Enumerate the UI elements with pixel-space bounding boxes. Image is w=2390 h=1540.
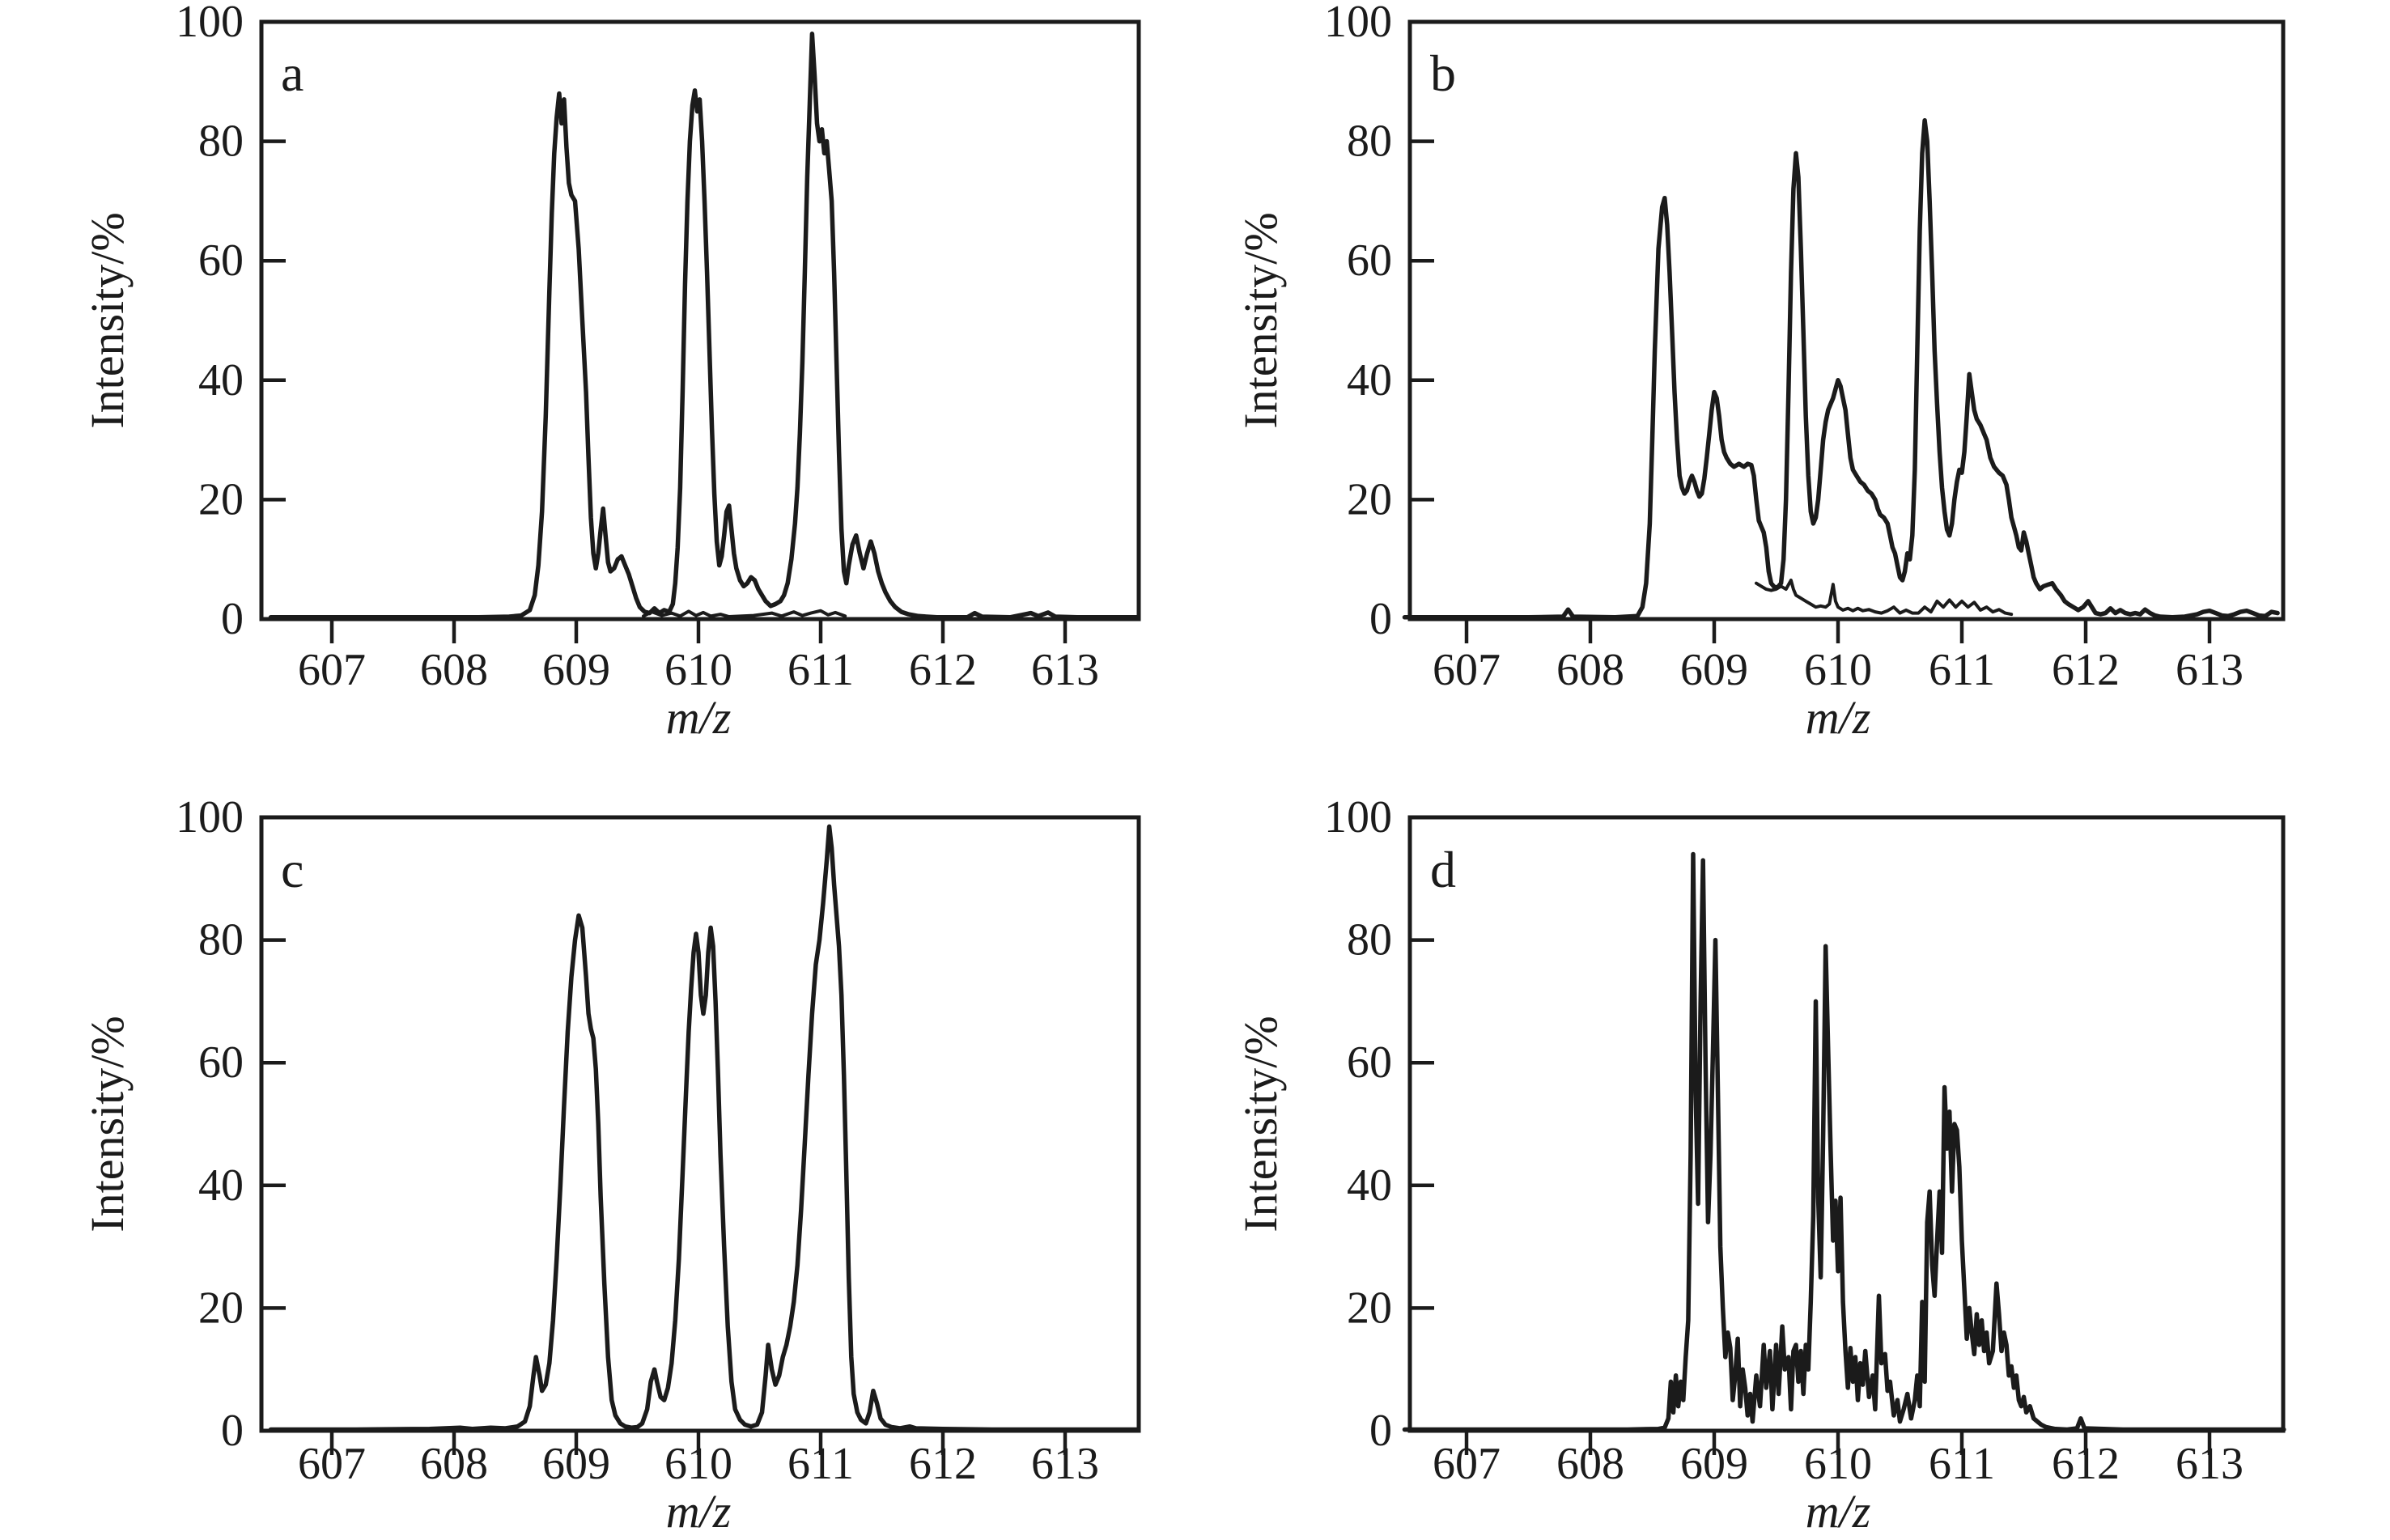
panel-letter-b: b: [1430, 45, 1456, 102]
x-tick-label: 613: [2176, 645, 2244, 695]
y-tick-label: 40: [198, 355, 244, 405]
secondary-trace: [642, 609, 847, 618]
x-tick-label: 607: [1433, 1439, 1501, 1489]
x-tick-label: 612: [2052, 645, 2120, 695]
y-tick-label: 80: [1347, 117, 1392, 167]
x-tick-label: 611: [1929, 1439, 1995, 1489]
x-tick-label: 611: [787, 645, 854, 695]
plot-area-c: 0 20 40 60 80 100 607 608 609 610 611 612 613: [176, 792, 1141, 1489]
spectrum-trace: [268, 32, 1141, 620]
plot-area-a: 0 20 40 60 80 100 607 608 609 610 611 612 613: [176, 0, 1141, 695]
y-tick-label: 80: [198, 915, 244, 965]
y-tick-label: 20: [1347, 474, 1392, 524]
panel-letter-d: d: [1430, 841, 1456, 898]
x-axis-label: m/z: [1806, 1485, 1871, 1538]
y-axis-label: Intensity/%: [81, 1016, 134, 1232]
y-tick-label: 100: [1324, 792, 1392, 842]
x-axis-label: m/z: [666, 691, 732, 744]
x-tick-label: 610: [664, 645, 732, 695]
spectrum-chart-d: 0 20 40 60 80 100 607 608 609 610 611 612 613 Intens…: [1234, 792, 2286, 1538]
y-tick-label: 60: [198, 235, 244, 286]
x-tick-label: 610: [1804, 645, 1872, 695]
spectrum-trace: [1402, 118, 2280, 620]
y-tick-label: 40: [198, 1160, 244, 1211]
y-tick-label: 0: [1369, 1406, 1392, 1456]
y-tick-label: 0: [1369, 594, 1392, 644]
panel-c: 0 20 40 60 80 100 607 608 609 610 611 612 613 Intens…: [0, 770, 1195, 1540]
y-tick-label: 80: [198, 117, 244, 167]
spectrum-chart-b: 0 20 40 60 80 100 607 608 609 610 611 612 613 Intens…: [1234, 0, 2286, 744]
y-tick-label: 20: [1347, 1283, 1392, 1333]
x-tick-label: 612: [909, 1439, 977, 1489]
x-tick-label: 608: [420, 1439, 488, 1489]
x-tick-label: 610: [1804, 1439, 1872, 1489]
y-tick-label: 40: [1347, 355, 1392, 405]
x-tick-label: 608: [1556, 645, 1624, 695]
x-tick-label: 609: [542, 1439, 610, 1489]
x-tick-label: 611: [1929, 645, 1995, 695]
y-axis-label: Intensity/%: [1234, 212, 1287, 428]
y-tick-label: 80: [1347, 915, 1392, 965]
x-tick-label: 612: [2052, 1439, 2120, 1489]
y-axis-label: Intensity/%: [81, 212, 134, 428]
x-tick-label: 611: [787, 1439, 854, 1489]
y-tick-label: 20: [198, 474, 244, 524]
panel-b: 0 20 40 60 80 100 607 608 609 610 611 612 613 Intens…: [1195, 0, 2390, 770]
x-tick-label: 609: [1680, 645, 1748, 695]
y-tick-label: 60: [1347, 235, 1392, 286]
x-tick-label: 607: [1433, 645, 1501, 695]
x-tick-label: 613: [1031, 645, 1099, 695]
y-tick-label: 100: [176, 0, 244, 47]
plot-frame: [259, 815, 1141, 1433]
y-tick-label: 40: [1347, 1160, 1392, 1211]
panel-a: 0 20 40 60 80 100 607 608 609 610 611 612 613 Intens…: [0, 0, 1195, 770]
spectrum-chart-c: 0 20 40 60 80 100 607 608 609 610 611 612 613 Intens…: [81, 792, 1141, 1538]
y-tick-label: 0: [221, 1406, 244, 1456]
x-tick-label: 607: [298, 1439, 366, 1489]
y-tick-label: 100: [1324, 0, 1392, 47]
panel-d: 0 20 40 60 80 100 607 608 609 610 611 612 613 Intens…: [1195, 770, 2390, 1540]
y-tick-label: 100: [176, 792, 244, 842]
y-tick-label: 60: [198, 1037, 244, 1088]
x-tick-label: 608: [1556, 1439, 1624, 1489]
spectrum-chart-a: 0 20 40 60 80 100 607 608 609 610 611 612 613 Intens…: [81, 0, 1141, 744]
x-axis-label: m/z: [666, 1485, 732, 1538]
x-tick-label: 607: [298, 645, 366, 695]
plot-frame: [1407, 815, 2286, 1433]
panel-letter-c: c: [281, 841, 304, 898]
x-tick-label: 609: [542, 645, 610, 695]
secondary-trace: [1755, 579, 2014, 617]
x-tick-label: 613: [1031, 1439, 1099, 1489]
y-tick-label: 60: [1347, 1037, 1392, 1088]
x-tick-label: 613: [2176, 1439, 2244, 1489]
x-tick-label: 610: [664, 1439, 732, 1489]
spectrum-trace: [268, 824, 1141, 1432]
plot-area-d: 0 20 40 60 80 100 607 608 609 610 611 612 613: [1324, 792, 2286, 1489]
y-tick-label: 20: [198, 1283, 244, 1333]
spectrum-trace: [1402, 851, 2286, 1432]
x-tick-label: 612: [909, 645, 977, 695]
panel-letter-a: a: [281, 45, 304, 102]
plot-frame: [1407, 19, 2286, 622]
plot-area-b: 0 20 40 60 80 100 607 608 609 610 611 612 613: [1324, 0, 2286, 695]
y-axis-label: Intensity/%: [1234, 1016, 1287, 1232]
x-tick-label: 609: [1680, 1439, 1748, 1489]
x-axis-label: m/z: [1806, 691, 1871, 744]
y-tick-label: 0: [221, 594, 244, 644]
x-tick-label: 608: [420, 645, 488, 695]
